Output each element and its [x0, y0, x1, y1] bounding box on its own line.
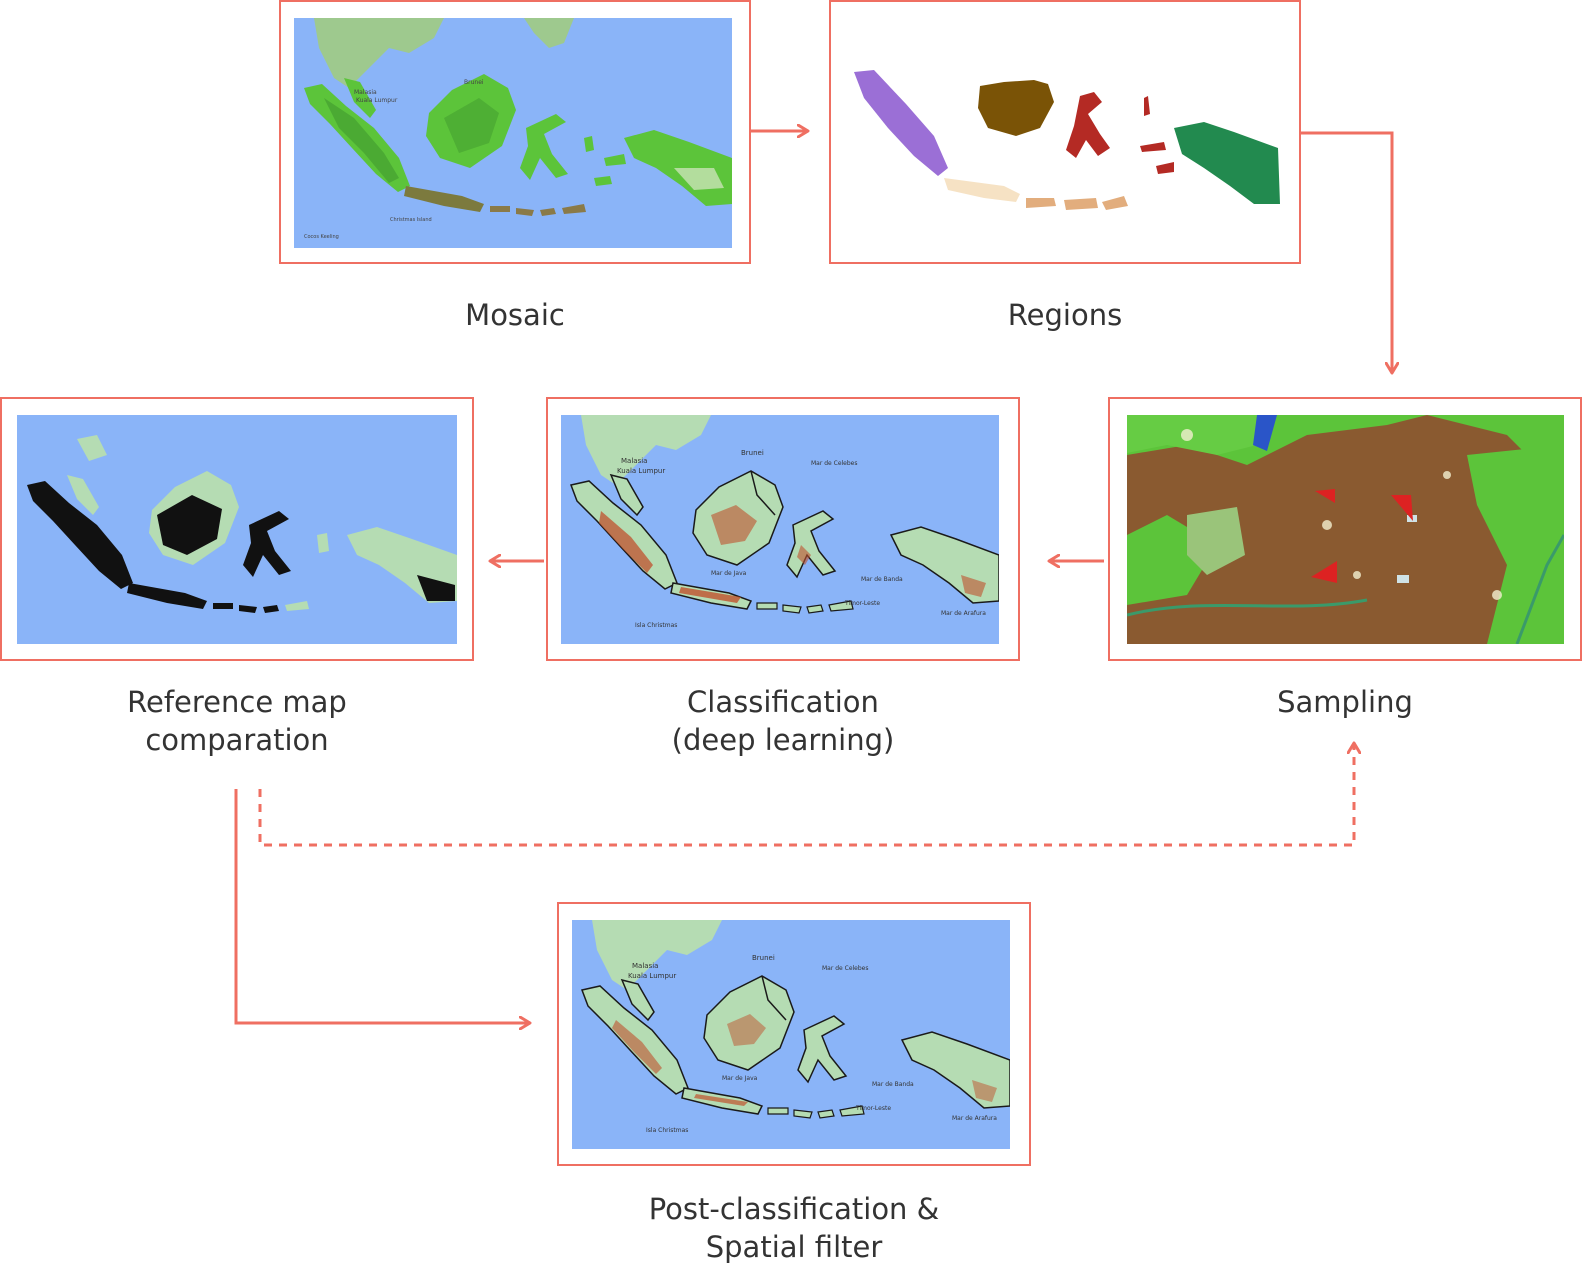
mosaic-label: Mosaic: [465, 298, 565, 332]
arrow-feedback-dashed: [258, 743, 1354, 847]
svg-text:Timor-Leste: Timor-Leste: [844, 600, 880, 607]
sampling-satellite-image: [1127, 415, 1564, 644]
svg-text:Mar de Banda: Mar de Banda: [872, 1081, 914, 1088]
post-panel: Malasia Kuala Lumpur Brunei Mar de Celeb…: [557, 902, 1031, 1166]
post-label-line1: Post-classification &: [648, 1192, 940, 1226]
classification-map-image: Malasia Kuala Lumpur Brunei Mar de Celeb…: [561, 415, 999, 644]
svg-text:Mar de Banda: Mar de Banda: [861, 576, 903, 583]
reference-label: Reference map comparation: [0, 683, 474, 759]
regions-map-image: [844, 18, 1282, 248]
classification-label-line2: (deep learning): [671, 723, 895, 757]
svg-text:Mar de Celebes: Mar de Celebes: [822, 965, 869, 972]
svg-text:Cocos Keeling: Cocos Keeling: [304, 234, 339, 240]
arrow-regions-to-sampling: [1295, 131, 1392, 373]
svg-text:Isla Christmas: Isla Christmas: [646, 1127, 688, 1134]
reference-label-line1: Reference map: [127, 685, 347, 719]
svg-text:Malasia: Malasia: [632, 962, 658, 970]
svg-text:Timor-Leste: Timor-Leste: [855, 1105, 891, 1112]
post-label-line2: Spatial filter: [705, 1230, 883, 1264]
classification-label-line1: Classification: [687, 685, 879, 719]
svg-text:Brunei: Brunei: [741, 449, 764, 457]
post-classification-map-image: Malasia Kuala Lumpur Brunei Mar de Celeb…: [572, 920, 1010, 1149]
post-label: Post-classification & Spatial filter: [557, 1190, 1031, 1266]
reference-panel: [0, 397, 474, 661]
arrow-reference-to-post: [234, 789, 530, 1023]
svg-text:Mar de Arafura: Mar de Arafura: [941, 610, 986, 617]
svg-text:Brunei: Brunei: [752, 954, 775, 962]
regions-panel: [829, 0, 1301, 264]
svg-text:Mar de Java: Mar de Java: [711, 570, 747, 577]
svg-text:Mar de Java: Mar de Java: [722, 1075, 758, 1082]
svg-text:Kuala Lumpur: Kuala Lumpur: [356, 97, 398, 104]
reference-map-image: [17, 415, 457, 644]
svg-text:Kuala Lumpur: Kuala Lumpur: [628, 972, 676, 980]
svg-text:Malasia: Malasia: [354, 89, 377, 96]
svg-text:Brunei: Brunei: [464, 79, 484, 86]
svg-text:Mar de Arafura: Mar de Arafura: [952, 1115, 997, 1122]
regions-label: Regions: [1007, 298, 1123, 332]
svg-text:Kuala Lumpur: Kuala Lumpur: [617, 467, 665, 475]
svg-text:Malasia: Malasia: [621, 457, 647, 465]
mosaic-map-image: Malasia Kuala Lumpur Brunei Christmas Is…: [294, 18, 732, 248]
classification-panel: Malasia Kuala Lumpur Brunei Mar de Celeb…: [546, 397, 1020, 661]
svg-text:Christmas Island: Christmas Island: [390, 217, 432, 223]
svg-text:Isla Christmas: Isla Christmas: [635, 622, 677, 629]
reference-label-line2: comparation: [145, 723, 329, 757]
svg-text:Mar de Celebes: Mar de Celebes: [811, 460, 858, 467]
classification-label: Classification (deep learning): [546, 683, 1020, 759]
sampling-label: Sampling: [1277, 685, 1413, 719]
mosaic-panel: Malasia Kuala Lumpur Brunei Christmas Is…: [279, 0, 751, 264]
sampling-panel: [1108, 397, 1582, 661]
